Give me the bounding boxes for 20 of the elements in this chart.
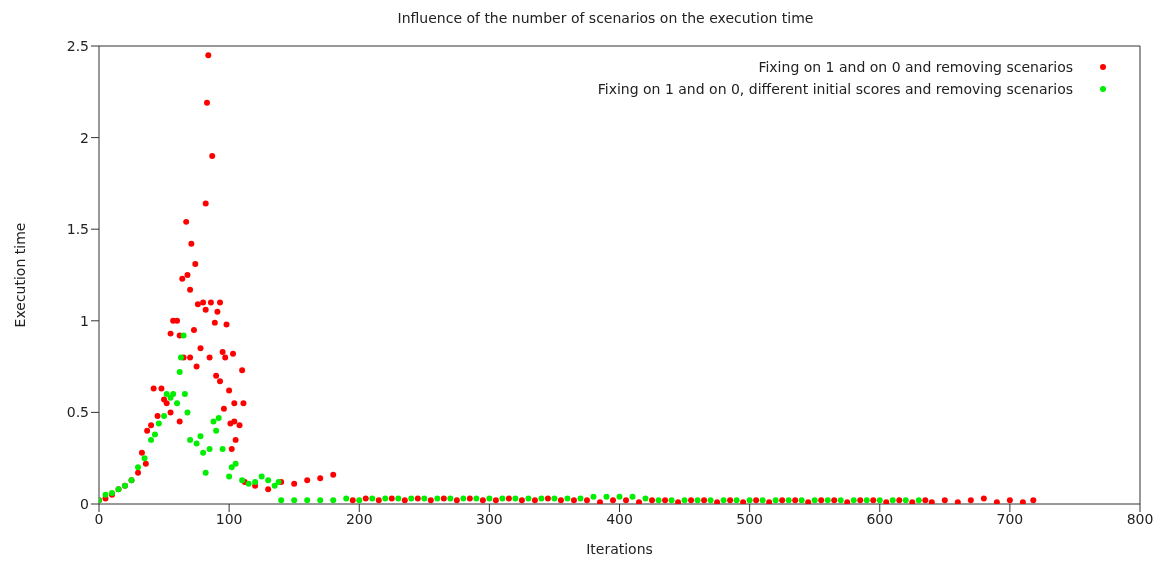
y-axis-title: Execution time <box>11 222 28 328</box>
x-tick-label: 100 <box>215 510 243 527</box>
y-tick-label: 0.5 <box>66 404 89 421</box>
x-axis-title: Iterations <box>586 541 653 557</box>
y-tick-label: 1 <box>80 312 89 329</box>
y-tick-label: 2.5 <box>66 37 89 54</box>
x-tick-label: 600 <box>866 510 894 527</box>
x-tick-label: 800 <box>1126 510 1154 527</box>
y-tick-label: 2 <box>80 129 89 146</box>
legend-label: Fixing on 1 and on 0, different initial scores and removing scenarios <box>597 81 1073 97</box>
x-tick-label: 500 <box>736 510 763 527</box>
x-tick-label: 400 <box>606 510 633 527</box>
chart-title: Influence of the number of scenarios on the execution time <box>396 10 815 26</box>
y-tick-label: 1.5 <box>66 221 89 238</box>
x-tick-label: 200 <box>345 510 373 527</box>
y-tick-label: 0 <box>80 495 89 512</box>
x-tick-label: 300 <box>476 510 503 527</box>
x-tick-label: 700 <box>996 510 1024 527</box>
legend-label: Fixing on 1 and on 0 and removing scenarios <box>758 59 1073 75</box>
x-tick-label: 0 <box>94 510 104 527</box>
